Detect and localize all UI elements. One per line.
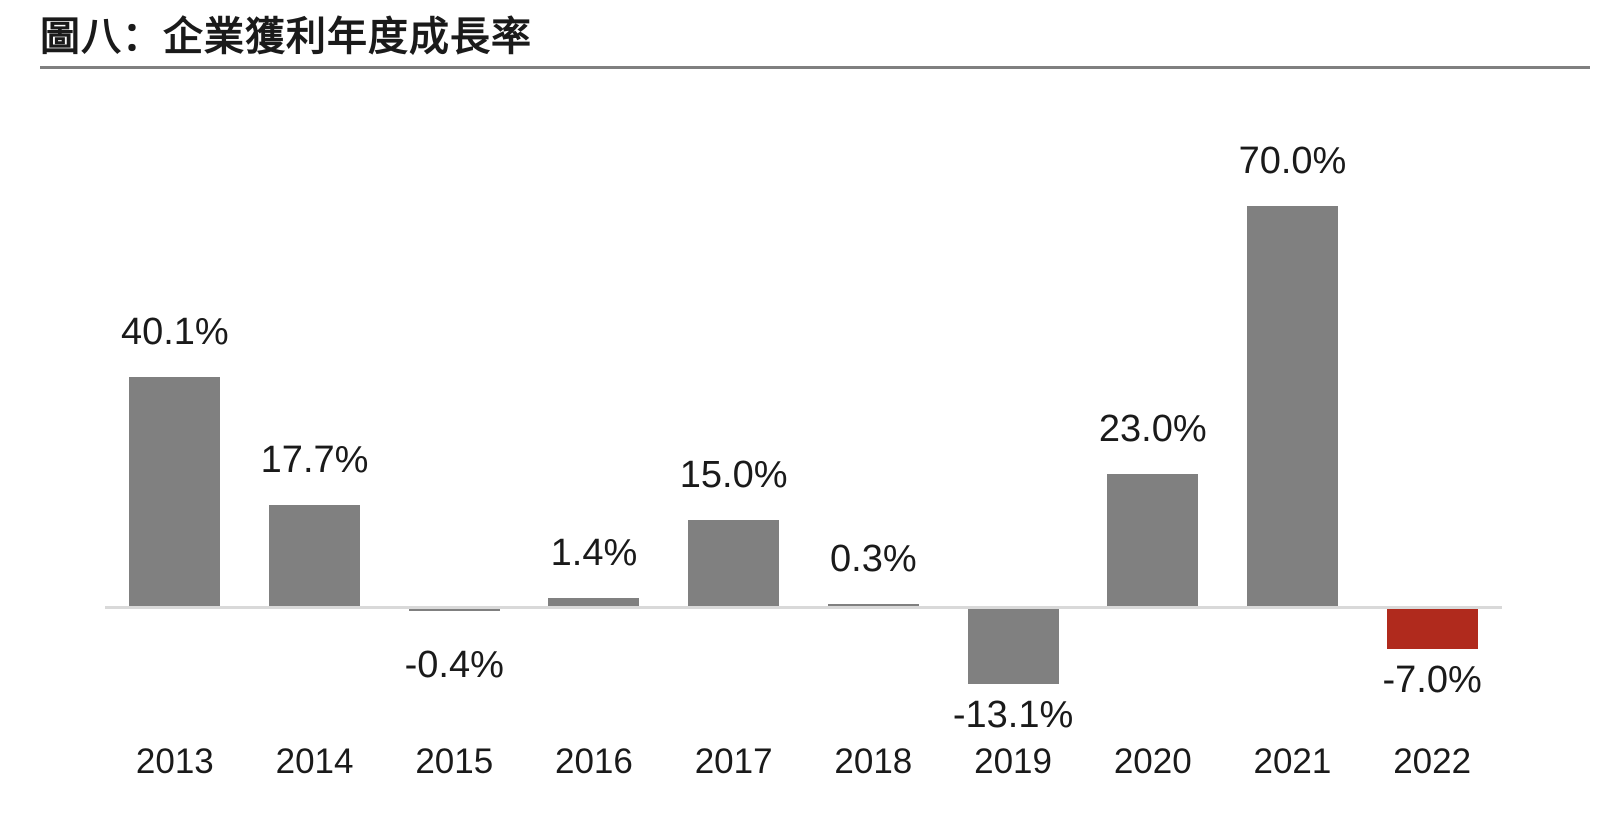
value-label-2019: -13.1% [952,693,1074,736]
value-label-2021: 70.0% [1238,139,1347,182]
x-tick-label-2019: 2019 [974,742,1052,781]
x-tick-label-2022: 2022 [1393,742,1472,781]
x-tick-label-2014: 2014 [275,742,354,781]
value-label-2014: 17.7% [260,438,369,481]
value-label-2016: 1.4% [550,531,638,574]
value-label-2018: 0.3% [830,538,917,580]
title-divider [40,66,1590,69]
value-label-2015: -0.4% [404,644,504,686]
bar-2014 [269,504,361,606]
x-tick-label-2017: 2017 [694,742,773,781]
bar-2015 [408,609,500,612]
x-tick-label-2021: 2021 [1253,742,1332,781]
x-tick-label-2013: 2013 [135,742,214,781]
x-tick-label-2018: 2018 [834,742,913,781]
value-label-2022: -7.0% [1382,659,1482,702]
bar-2022 [1386,609,1478,650]
bar-2013 [129,376,221,606]
x-tick-label-2016: 2016 [555,742,633,781]
bar-2018 [827,604,919,606]
value-label-2020: 23.0% [1098,408,1207,451]
chart-title: 圖八：企業獲利年度成長率 [40,15,532,59]
bar-2017 [688,520,780,606]
x-tick-label-2020: 2020 [1113,742,1192,781]
value-label-2013: 40.1% [120,310,229,353]
bar-2021 [1246,205,1338,606]
bar-2019 [967,609,1059,684]
value-label-2017: 15.0% [679,454,788,497]
bar-2020 [1107,474,1199,606]
x-axis-line [105,606,1502,609]
bar-2016 [548,597,640,606]
x-tick-label-2015: 2015 [415,742,494,781]
